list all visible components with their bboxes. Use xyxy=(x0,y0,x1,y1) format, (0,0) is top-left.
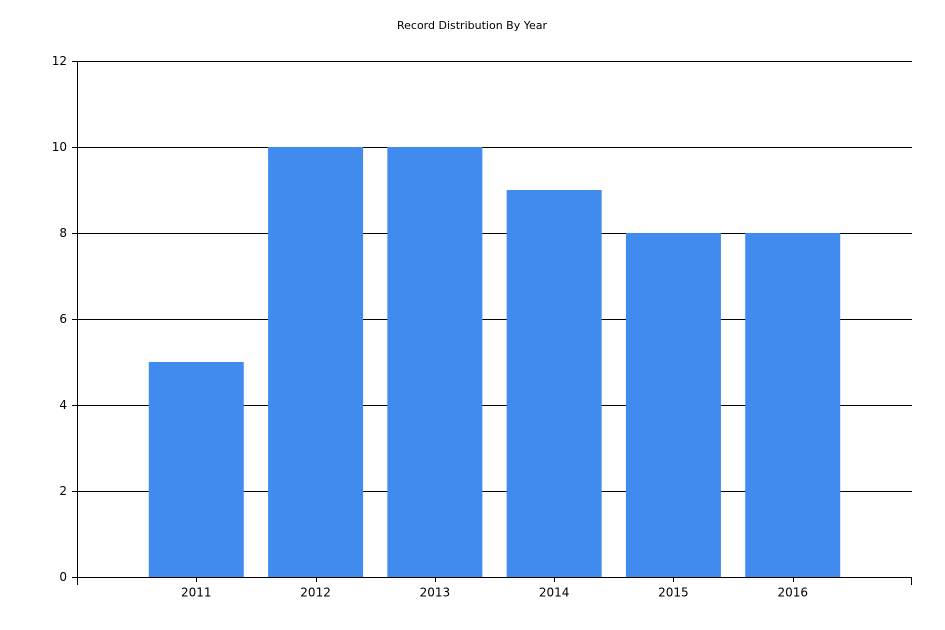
y-tick-label: 2 xyxy=(59,484,67,498)
bar xyxy=(268,147,364,577)
x-tick-label: 2013 xyxy=(420,586,451,600)
chart-title: Record Distribution By Year xyxy=(397,19,547,32)
bar xyxy=(387,147,483,577)
bar xyxy=(625,233,721,577)
x-tick-label: 2016 xyxy=(777,586,808,600)
y-tick-label: 6 xyxy=(59,312,67,326)
bar xyxy=(745,233,841,577)
x-tick-label: 2015 xyxy=(658,586,689,600)
y-tick-label: 12 xyxy=(52,54,67,68)
y-tick-label: 0 xyxy=(59,570,67,584)
bar xyxy=(506,190,602,577)
bar xyxy=(148,362,244,577)
y-tick-label: 8 xyxy=(59,226,67,240)
x-tick-label: 2014 xyxy=(539,586,570,600)
x-tick-label: 2011 xyxy=(181,586,212,600)
x-tick-label: 2012 xyxy=(300,586,331,600)
y-tick-label: 4 xyxy=(59,398,67,412)
y-tick-label: 10 xyxy=(52,140,67,154)
